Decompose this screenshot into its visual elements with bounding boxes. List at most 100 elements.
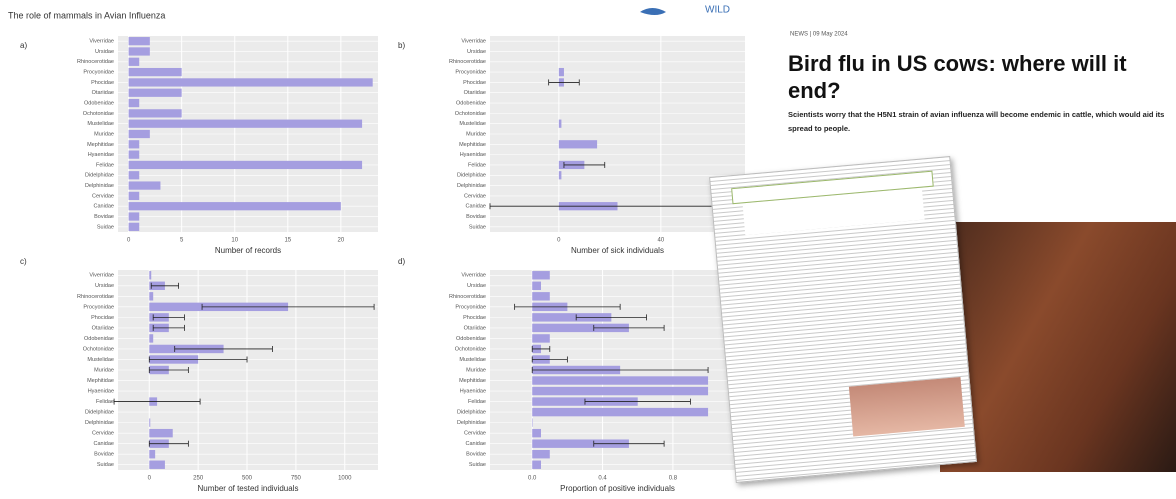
y-tick-label: Procyonidae xyxy=(455,304,486,310)
x-axis-label: Number of records xyxy=(215,246,281,255)
y-tick-label: Muridae xyxy=(466,367,486,373)
y-tick-label: Cervidae xyxy=(92,193,114,199)
x-tick-label: 20 xyxy=(338,238,345,244)
bar xyxy=(129,47,150,55)
y-tick-label: Mephitidae xyxy=(459,142,486,148)
paper-photo xyxy=(849,377,965,437)
y-tick-label: Didelphidae xyxy=(85,410,114,416)
bar xyxy=(129,109,182,117)
bar xyxy=(129,151,140,159)
news-standfirst: Scientists worry that the H5N1 strain of… xyxy=(788,108,1168,136)
y-tick-label: Odobenidae xyxy=(84,336,114,342)
bar xyxy=(532,461,541,469)
y-tick-label: Bovidae xyxy=(94,452,114,458)
y-tick-label: Felidae xyxy=(96,399,114,405)
charts: 05101520ViverridaeUrsidaeRhinocerotidaeP… xyxy=(20,36,745,493)
y-tick-label: Phocidae xyxy=(91,315,114,321)
y-tick-label: Didelphidae xyxy=(85,173,114,179)
bar xyxy=(559,171,562,179)
y-tick-label: Ochotonidae xyxy=(83,346,114,352)
y-tick-label: Canidae xyxy=(466,441,487,447)
y-tick-label: Didelphidae xyxy=(457,410,486,416)
y-tick-label: Mephitidae xyxy=(459,378,486,384)
y-tick-label: Felidae xyxy=(468,162,486,168)
x-tick-label: 5 xyxy=(180,238,184,244)
panel-label: c) xyxy=(20,257,27,266)
bar xyxy=(129,130,150,138)
y-tick-label: Viverridae xyxy=(461,273,486,279)
bar xyxy=(129,192,140,200)
bar xyxy=(532,418,533,426)
bar xyxy=(532,334,550,342)
panel: 0.00.40.8ViverridaeUrsidaeRhinocerotidae… xyxy=(398,257,745,493)
bar xyxy=(129,181,161,189)
x-tick-label: 750 xyxy=(291,476,302,482)
y-tick-label: Mustelidae xyxy=(87,357,114,363)
x-tick-label: 1000 xyxy=(338,476,352,482)
y-tick-label: Mustelidae xyxy=(459,121,486,127)
bar xyxy=(129,89,182,97)
y-tick-label: Odobenidae xyxy=(84,101,114,107)
y-tick-label: Delphinidae xyxy=(457,183,486,189)
bar xyxy=(532,387,708,395)
y-tick-label: Procyonidae xyxy=(455,70,486,76)
bar xyxy=(532,282,541,290)
cow-photo xyxy=(940,222,1176,472)
bar xyxy=(149,450,155,458)
y-tick-label: Otariidae xyxy=(464,325,486,331)
x-tick-label: 250 xyxy=(193,476,204,482)
bar xyxy=(149,461,165,469)
bar xyxy=(149,292,153,300)
y-tick-label: Ochotonidae xyxy=(455,111,486,117)
bar xyxy=(129,202,341,210)
y-tick-label: Viverridae xyxy=(461,39,486,45)
x-tick-label: 0.8 xyxy=(669,476,678,482)
bar xyxy=(559,68,564,76)
y-tick-label: Suidae xyxy=(469,224,486,230)
x-axis-label: Number of sick individuals xyxy=(571,246,664,255)
bar xyxy=(129,223,140,231)
y-tick-label: Ursidae xyxy=(95,49,114,55)
panel-label: b) xyxy=(398,41,405,50)
y-tick-label: Muridae xyxy=(466,131,486,137)
bar xyxy=(129,68,182,76)
bar xyxy=(149,429,172,437)
y-tick-label: Suidae xyxy=(97,224,114,230)
y-tick-label: Ursidae xyxy=(467,49,486,55)
news-headline: Bird flu in US cows: where will it end? xyxy=(788,50,1168,104)
y-tick-label: Ochotonidae xyxy=(455,346,486,352)
x-tick-label: 0 xyxy=(127,238,131,244)
bar xyxy=(149,271,151,279)
y-tick-label: Rhinocerotidae xyxy=(77,59,114,65)
y-tick-label: Rhinocerotidae xyxy=(449,59,486,65)
panel-label: a) xyxy=(20,41,27,50)
y-tick-label: Otariidae xyxy=(92,325,114,331)
y-tick-label: Cervidae xyxy=(464,193,486,199)
news-kicker: NEWS | 09 May 2024 xyxy=(790,32,848,38)
bar xyxy=(129,58,140,66)
bar xyxy=(129,37,150,45)
x-tick-label: 0 xyxy=(148,476,152,482)
y-tick-label: Procyonidae xyxy=(83,304,114,310)
x-tick-label: 500 xyxy=(242,476,253,482)
x-axis-label: Proportion of positive individuals xyxy=(560,484,675,493)
bar xyxy=(129,140,140,148)
logo: WILD xyxy=(705,5,730,16)
logo-icon xyxy=(640,8,666,15)
y-tick-label: Delphinidae xyxy=(85,183,114,189)
y-tick-label: Mustelidae xyxy=(459,357,486,363)
y-tick-label: Muridae xyxy=(94,367,114,373)
bar xyxy=(149,418,150,426)
page-title: The role of mammals in Avian Influenza xyxy=(8,10,165,20)
y-tick-label: Viverridae xyxy=(89,273,114,279)
panel-label: d) xyxy=(398,257,405,266)
y-tick-label: Rhinocerotidae xyxy=(449,294,486,300)
bar xyxy=(532,408,708,416)
y-tick-label: Mephitidae xyxy=(87,378,114,384)
bar xyxy=(149,334,153,342)
y-tick-label: Procyonidae xyxy=(83,70,114,76)
y-tick-label: Otariidae xyxy=(464,90,486,96)
y-tick-label: Felidae xyxy=(468,399,486,405)
y-tick-label: Didelphidae xyxy=(457,173,486,179)
